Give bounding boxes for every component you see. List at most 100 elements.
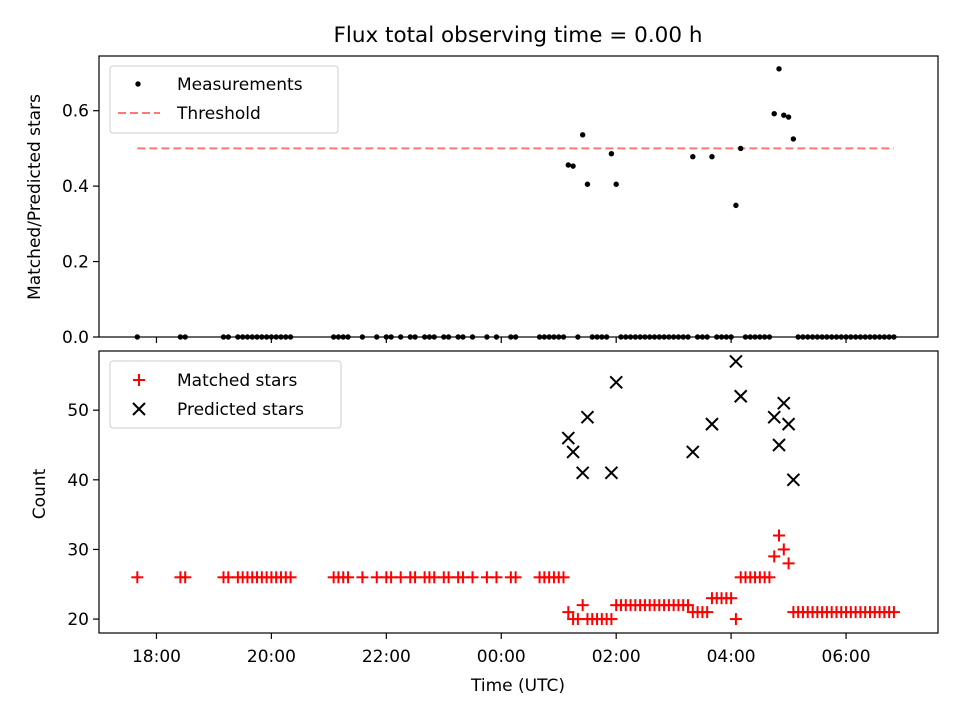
measurement-point: [828, 334, 835, 340]
measurement-point: [278, 334, 284, 340]
bottom-y-tick-label: 30: [67, 540, 89, 560]
legend-matched-marker: [133, 374, 145, 386]
measurement-point: [546, 334, 552, 340]
measurement-point: [819, 334, 825, 340]
measurement-point: [235, 334, 241, 340]
measurement-point: [273, 334, 279, 340]
top-panel: 0.0 0.2 0.4 0.6 Matched/Predicted stars Mea…: [25, 55, 939, 348]
top-y-tick-label: 0.2: [62, 253, 89, 273]
measurement-point: [560, 334, 567, 340]
predicted-star-point: [575, 466, 590, 480]
measurement-point: [613, 181, 619, 187]
measurement-point: [675, 334, 682, 340]
measurement-point: [761, 334, 768, 340]
predicted-star-point: [561, 431, 576, 445]
measurement-point: [359, 334, 366, 340]
measurement-point: [747, 334, 753, 340]
bottom-y-axis-label: Count: [30, 468, 50, 519]
matched-star-point: [773, 529, 786, 542]
x-b: [575, 466, 590, 480]
measurement-point: [340, 334, 346, 340]
measurement-point: [455, 334, 461, 340]
x-b: [604, 466, 619, 480]
bottom-y-tick-label: 20: [67, 610, 89, 630]
measurement-point: [220, 334, 227, 340]
legend-predicted-label: Predicted stars: [177, 400, 304, 420]
bottom-x-tick-label: 20:00: [247, 647, 296, 667]
predicted-star-point: [733, 389, 748, 403]
measurement-point: [843, 334, 849, 340]
predicted-star-point: [777, 396, 791, 410]
measurement-point: [508, 334, 514, 340]
measurement-point: [704, 334, 710, 340]
measurement-point: [551, 334, 557, 340]
measurement-point: [699, 334, 706, 340]
measurement-point: [733, 202, 739, 209]
measurement-point: [225, 334, 231, 340]
measurement-point: [742, 334, 749, 340]
measurement-point: [383, 334, 390, 340]
measurement-point: [493, 334, 500, 340]
bottom-x-tick-label: 22:00: [362, 647, 411, 667]
matched-star-point: [131, 571, 144, 584]
measurement-point: [800, 334, 806, 340]
matched-star-point: [490, 571, 503, 584]
matched-star-point: [284, 571, 297, 584]
matched-star-point: [605, 613, 618, 626]
measurement-point: [441, 334, 447, 340]
measurement-point: [565, 162, 572, 168]
measurement-point: [670, 334, 677, 340]
matched-star-point: [356, 571, 369, 584]
measurement-point: [541, 334, 548, 340]
x-axis-label: Time (UTC): [470, 676, 565, 696]
predicted-star-point: [729, 354, 743, 369]
measurement-point: [872, 334, 878, 340]
bottom-x-tick-label: 00:00: [477, 647, 526, 667]
measurement-point: [589, 334, 595, 340]
measurement-point: [881, 334, 888, 340]
measurement-point: [345, 334, 351, 340]
measurement-point: [785, 114, 792, 120]
measurement-point: [647, 334, 653, 340]
measurement-point: [809, 334, 816, 340]
x-b: [733, 389, 748, 403]
measurement-point: [891, 334, 897, 340]
bottom-legend-frame: [109, 360, 342, 429]
measurement-point: [838, 334, 844, 340]
measurement-point: [738, 145, 744, 152]
measurement-point: [718, 334, 725, 340]
measurement-point: [512, 334, 519, 340]
matched-star-point: [179, 571, 192, 584]
measurement-point: [239, 334, 246, 340]
measurement-point: [781, 112, 787, 118]
measurement-point: [637, 334, 643, 340]
measurement-point: [374, 334, 380, 340]
measurement-point: [876, 334, 883, 340]
top-legend-frame: [109, 65, 339, 134]
measurement-point: [627, 334, 634, 340]
measurement-point: [335, 334, 342, 340]
matched-star-point: [725, 592, 738, 605]
measurement-point: [431, 334, 437, 340]
measurement-point: [426, 334, 433, 340]
measurement-point: [766, 334, 773, 340]
bottom-plot-frame: [98, 350, 939, 634]
top-y-axis-label: Matched/Predicted stars: [25, 94, 45, 300]
measurement-point: [177, 334, 184, 340]
measurement-point: [134, 334, 141, 340]
measurement-point: [263, 334, 270, 340]
measurement-point: [886, 334, 892, 340]
measurement-point: [862, 334, 868, 340]
bottom-y-tick-label: 40: [67, 471, 89, 491]
legend-predicted-marker: [132, 402, 146, 416]
x-b: [786, 473, 801, 487]
measurement-point: [536, 334, 543, 340]
measurement-point: [666, 334, 672, 340]
measurement-point: [771, 111, 777, 117]
matched-star-point: [682, 599, 695, 612]
bottom-legend: Matched stars Predicted stars: [109, 360, 342, 429]
measurement-point: [397, 334, 404, 340]
x-b: [767, 410, 781, 424]
measurement-point: [579, 132, 586, 138]
predicted-star-point: [566, 445, 580, 459]
